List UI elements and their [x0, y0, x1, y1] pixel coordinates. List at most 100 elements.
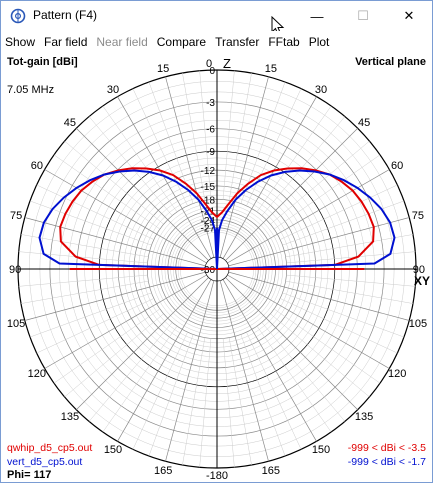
- angle-spoke: [148, 334, 194, 457]
- angle-spoke: [228, 72, 252, 201]
- minimize-button[interactable]: —: [310, 8, 324, 24]
- angle-spoke: [261, 116, 346, 216]
- angle-spoke: [225, 277, 358, 410]
- angle-spoke: [222, 279, 317, 442]
- angle-spoke: [270, 313, 370, 398]
- angle-tick-label: 15: [157, 63, 169, 75]
- angle-spoke: [64, 140, 164, 225]
- angle-tick-label: 45: [64, 117, 76, 129]
- angle-spoke: [225, 128, 358, 261]
- angle-spoke: [222, 96, 317, 259]
- angle-spoke: [199, 338, 212, 468]
- menu-plot[interactable]: Plot: [308, 35, 330, 49]
- legend-series-2-name: vert_d5_cp5.out: [7, 456, 82, 468]
- angle-spoke: [36, 298, 154, 354]
- angle-spoke: [88, 116, 173, 216]
- angle-tick-label: 90: [413, 264, 425, 276]
- radial-tick-label: -27: [201, 224, 216, 235]
- angle-spoke: [165, 280, 215, 462]
- window-title: Pattern (F4): [33, 8, 98, 22]
- angle-spoke: [286, 274, 416, 287]
- angle-spoke: [227, 169, 390, 264]
- angle-spoke: [182, 72, 206, 201]
- menu-near-field[interactable]: Near field: [96, 35, 148, 49]
- angle-tick-label: 0: [206, 58, 212, 70]
- angle-spoke: [246, 88, 302, 206]
- close-button[interactable]: ✕: [403, 8, 415, 23]
- angle-spoke: [282, 200, 405, 246]
- angle-tick-label: 30: [315, 84, 327, 96]
- polar-chart: 0-3-6-9-12-15-18-21-24-27-300 15304560759…: [7, 56, 430, 482]
- angle-spoke: [53, 308, 161, 384]
- radial-tick-label: -12: [201, 166, 216, 177]
- angle-spoke: [285, 234, 414, 258]
- angle-spoke: [117, 96, 212, 259]
- menu-fftab[interactable]: FFtab: [268, 35, 300, 49]
- angle-spoke: [132, 88, 188, 206]
- axis-label-xy: XY: [414, 274, 430, 288]
- angle-spoke: [24, 217, 206, 267]
- angle-spoke: [182, 337, 206, 466]
- angle-spoke: [246, 332, 302, 450]
- angle-spoke: [88, 322, 173, 422]
- angle-spoke: [270, 140, 370, 225]
- angle-spoke: [117, 279, 212, 442]
- angle-spoke: [228, 217, 410, 267]
- maximize-button[interactable]: ☐: [357, 8, 369, 23]
- angle-spoke: [24, 271, 206, 321]
- angle-tick-label-bottom: -180: [206, 470, 228, 482]
- angle-spoke: [222, 338, 235, 468]
- menu-bar: Show Far field Near field Compare Transf…: [1, 31, 432, 53]
- phi-label: Phi= 117: [7, 469, 51, 481]
- angle-spoke: [219, 280, 269, 462]
- app-icon: [10, 8, 26, 24]
- angle-spoke: [29, 292, 152, 338]
- angle-spoke: [18, 251, 148, 264]
- menu-transfer[interactable]: Transfer: [215, 35, 260, 49]
- legend-series-1-name: qwhip_d5_cp5.out: [7, 442, 92, 454]
- angle-spoke: [18, 274, 148, 287]
- pattern-plot[interactable]: 0 -3 -6 -9 -12 -15 -18 -21 -24 -27 -30 0 15 30 45 60 75 9…: [1, 53, 432, 482]
- angle-tick-label: 120: [388, 368, 406, 380]
- radial-tick-label: -6: [206, 125, 215, 136]
- angle-tick-label: 150: [104, 444, 122, 456]
- angle-tick-label: 135: [355, 411, 373, 423]
- angle-spoke: [76, 277, 209, 410]
- angle-tick-label: 90: [9, 264, 21, 276]
- angle-spoke: [20, 234, 149, 258]
- axis-label-z: Z: [223, 56, 231, 71]
- angle-tick-label: 60: [31, 160, 43, 172]
- angle-spoke: [280, 184, 398, 240]
- title-bar[interactable]: Pattern (F4) — ☐ ✕: [1, 1, 432, 36]
- angle-spoke: [36, 184, 154, 240]
- angle-spoke: [228, 337, 252, 466]
- angle-spoke: [256, 105, 332, 213]
- angle-tick-label: 105: [409, 318, 427, 330]
- angle-tick-label: 45: [358, 117, 370, 129]
- angle-spoke: [228, 271, 410, 321]
- angle-tick-label: 75: [10, 210, 22, 222]
- angle-spoke: [53, 154, 161, 230]
- angle-spoke: [282, 292, 405, 338]
- angle-spoke: [219, 76, 269, 258]
- menu-show[interactable]: Show: [5, 35, 36, 49]
- angle-spoke: [273, 308, 381, 384]
- radial-tick-label: -24: [201, 216, 216, 227]
- angle-tick-label: 75: [412, 210, 424, 222]
- angle-spoke: [227, 274, 390, 369]
- menu-compare[interactable]: Compare: [156, 35, 207, 49]
- angle-spoke: [76, 128, 209, 261]
- angle-tick-label: 135: [61, 411, 79, 423]
- radial-tick-label: -9: [206, 147, 215, 158]
- radial-tick-label: 0: [209, 66, 215, 77]
- angle-spoke: [285, 280, 414, 304]
- angle-tick-label: 165: [262, 465, 280, 477]
- plot-plane-label: Vertical plane: [355, 56, 426, 68]
- angle-spoke: [102, 105, 178, 213]
- angle-spoke: [222, 70, 235, 200]
- traces: [38, 167, 396, 270]
- legend-series-2-range: -999 < dBi < -1.7: [348, 456, 426, 468]
- menu-far-field[interactable]: Far field: [44, 35, 88, 49]
- angle-tick-label: 60: [391, 160, 403, 172]
- angle-tick-label: 165: [154, 465, 172, 477]
